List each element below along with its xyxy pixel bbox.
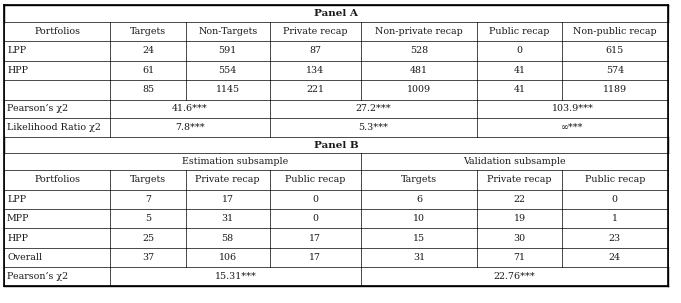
Text: LPP: LPP: [7, 195, 26, 204]
Text: 61: 61: [142, 66, 154, 75]
Text: 25: 25: [142, 234, 154, 243]
Text: 221: 221: [306, 85, 324, 94]
Text: 31: 31: [221, 214, 234, 223]
Text: 27.2***: 27.2***: [355, 104, 392, 113]
Text: 10: 10: [413, 214, 425, 223]
Text: 58: 58: [221, 234, 234, 243]
Text: 0: 0: [516, 46, 522, 55]
Text: Panel B: Panel B: [314, 141, 358, 149]
Text: Targets: Targets: [130, 175, 166, 184]
Text: 22: 22: [513, 195, 526, 204]
Text: 22.76***: 22.76***: [494, 272, 535, 281]
Text: 6: 6: [416, 195, 422, 204]
Text: 1009: 1009: [407, 85, 431, 94]
Text: 41: 41: [513, 85, 526, 94]
Text: 1145: 1145: [216, 85, 240, 94]
Text: HPP: HPP: [7, 234, 28, 243]
Text: 7: 7: [145, 195, 151, 204]
Text: Panel A: Panel A: [314, 9, 358, 18]
Text: 17: 17: [309, 253, 321, 262]
Text: 85: 85: [142, 85, 154, 94]
Text: 134: 134: [306, 66, 324, 75]
Text: LPP: LPP: [7, 46, 26, 55]
Text: Targets: Targets: [401, 175, 437, 184]
Text: 5.3***: 5.3***: [359, 123, 389, 132]
Text: Public recap: Public recap: [285, 175, 345, 184]
Text: Non-public recap: Non-public recap: [573, 27, 656, 36]
Text: Public recap: Public recap: [585, 175, 645, 184]
Text: 30: 30: [513, 234, 526, 243]
Text: Targets: Targets: [130, 27, 166, 36]
Text: Private recap: Private recap: [488, 175, 552, 184]
Text: 615: 615: [605, 46, 624, 55]
Text: 15.31***: 15.31***: [215, 272, 257, 281]
Text: 24: 24: [609, 253, 621, 262]
Text: Likelihood Ratio χ2: Likelihood Ratio χ2: [7, 123, 101, 132]
Text: Portfolios: Portfolios: [34, 27, 80, 36]
Text: 0: 0: [313, 214, 318, 223]
Text: 1189: 1189: [603, 85, 627, 94]
Text: 71: 71: [513, 253, 526, 262]
Text: 19: 19: [513, 214, 526, 223]
Text: Public recap: Public recap: [490, 27, 550, 36]
Text: Non-Targets: Non-Targets: [198, 27, 257, 36]
Text: 0: 0: [612, 195, 618, 204]
Text: 37: 37: [142, 253, 154, 262]
Text: 554: 554: [219, 66, 237, 75]
Text: Non-private recap: Non-private recap: [375, 27, 463, 36]
Text: 87: 87: [309, 46, 321, 55]
Text: 17: 17: [222, 195, 234, 204]
Text: 0: 0: [313, 195, 318, 204]
Text: 591: 591: [219, 46, 237, 55]
Text: 528: 528: [410, 46, 428, 55]
Text: Estimation subsample: Estimation subsample: [183, 157, 289, 166]
Text: 41.6***: 41.6***: [172, 104, 208, 113]
Text: 106: 106: [219, 253, 237, 262]
Text: 5: 5: [145, 214, 151, 223]
Text: 31: 31: [413, 253, 425, 262]
Text: Pearson’s χ2: Pearson’s χ2: [7, 272, 68, 281]
Text: 24: 24: [142, 46, 154, 55]
Text: ∞***: ∞***: [561, 123, 584, 132]
Text: 23: 23: [609, 234, 621, 243]
Text: 481: 481: [410, 66, 428, 75]
Text: Portfolios: Portfolios: [34, 175, 80, 184]
Text: 1: 1: [612, 214, 618, 223]
Text: HPP: HPP: [7, 66, 28, 75]
Text: 574: 574: [606, 66, 624, 75]
Text: 7.8***: 7.8***: [175, 123, 205, 132]
Text: MPP: MPP: [7, 214, 29, 223]
Text: 103.9***: 103.9***: [552, 104, 594, 113]
Text: 41: 41: [513, 66, 526, 75]
Text: Private recap: Private recap: [283, 27, 347, 36]
Text: Pearson’s χ2: Pearson’s χ2: [7, 104, 68, 113]
Text: 15: 15: [413, 234, 425, 243]
Text: Validation subsample: Validation subsample: [463, 157, 566, 166]
Text: 17: 17: [309, 234, 321, 243]
Text: Private recap: Private recap: [195, 175, 260, 184]
Text: Overall: Overall: [7, 253, 42, 262]
